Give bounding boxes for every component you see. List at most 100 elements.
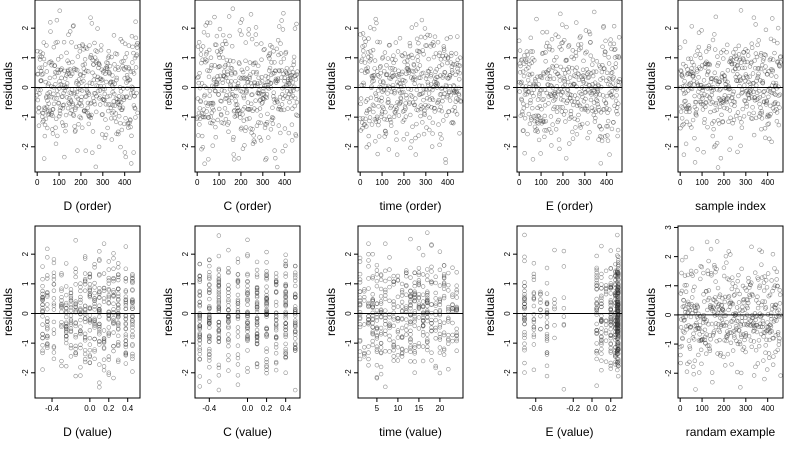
- data-point: [739, 91, 744, 96]
- data-point: [373, 119, 379, 124]
- data-point: [94, 109, 99, 115]
- data-point: [283, 324, 288, 329]
- data-point: [211, 118, 216, 124]
- data-point: [720, 295, 725, 301]
- data-point: [207, 333, 212, 338]
- data-point: [293, 304, 298, 309]
- data-point: [441, 271, 447, 277]
- data-point: [699, 361, 704, 367]
- data-point: [753, 317, 758, 323]
- data-point: [124, 80, 129, 85]
- data-point: [226, 120, 231, 125]
- data-point: [207, 365, 212, 370]
- data-point: [701, 150, 706, 155]
- data-point: [361, 80, 366, 86]
- data-point: [602, 52, 607, 57]
- data-point: [424, 95, 430, 101]
- data-point: [226, 98, 232, 103]
- data-point: [106, 296, 111, 301]
- data-point: [71, 113, 76, 118]
- data-point: [215, 81, 220, 87]
- data-point: [522, 360, 527, 366]
- data-point: [603, 289, 609, 295]
- data-point: [197, 384, 202, 389]
- data-point: [704, 72, 710, 77]
- data-point: [412, 343, 417, 348]
- data-point: [425, 344, 430, 349]
- data-point: [226, 62, 231, 67]
- data-point: [761, 89, 766, 95]
- data-point: [446, 317, 451, 322]
- data-point: [245, 329, 250, 334]
- y-tick-label: 1: [503, 281, 512, 286]
- data-point: [765, 271, 771, 276]
- data-point: [227, 92, 232, 97]
- data-point: [64, 326, 69, 331]
- data-point: [455, 34, 460, 39]
- data-point: [73, 274, 78, 280]
- data-point: [101, 97, 106, 102]
- data-point: [726, 84, 731, 89]
- data-point: [383, 109, 388, 115]
- data-point: [374, 325, 380, 330]
- data-point: [97, 272, 102, 277]
- data-point: [394, 137, 399, 142]
- data-point: [86, 121, 92, 127]
- data-point: [746, 111, 752, 117]
- data-point: [361, 53, 366, 58]
- data-point: [395, 304, 401, 309]
- data-point: [272, 60, 277, 65]
- data-point: [357, 255, 363, 261]
- data-point: [370, 292, 375, 297]
- data-point: [756, 338, 762, 343]
- data-point: [367, 106, 373, 112]
- data-point: [686, 82, 692, 87]
- data-point: [209, 120, 215, 126]
- data-point: [399, 287, 405, 293]
- data-point: [752, 328, 757, 333]
- data-point: [122, 150, 128, 155]
- data-point: [391, 348, 396, 353]
- data-point: [745, 297, 750, 303]
- data-point: [615, 232, 620, 238]
- data-point: [554, 54, 559, 60]
- data-point: [198, 99, 203, 104]
- data-point: [550, 65, 556, 70]
- data-point: [378, 277, 384, 283]
- y-tick-label: -2: [181, 143, 190, 151]
- data-point: [276, 68, 282, 73]
- data-point: [103, 102, 109, 107]
- data-point: [732, 103, 737, 109]
- data-point: [398, 96, 404, 101]
- data-point: [283, 288, 288, 294]
- data-point: [770, 16, 775, 21]
- data-point: [437, 325, 443, 330]
- y-tick-label: 1: [21, 281, 30, 286]
- data-point: [408, 336, 413, 342]
- data-point: [131, 150, 136, 155]
- x-tick-label: 300: [419, 178, 433, 187]
- data-point: [421, 131, 427, 137]
- y-tick-label: 0: [344, 85, 353, 90]
- data-point: [59, 358, 64, 364]
- data-point: [693, 308, 699, 313]
- data-point: [453, 51, 459, 56]
- data-point: [201, 30, 207, 35]
- data-point: [379, 111, 385, 117]
- data-point: [51, 277, 57, 282]
- data-point: [573, 53, 579, 59]
- data-point: [608, 333, 613, 339]
- data-point: [532, 58, 537, 63]
- data-point: [374, 262, 380, 268]
- data-point: [739, 125, 745, 130]
- data-point: [584, 67, 589, 72]
- data-point: [387, 42, 392, 48]
- data-point: [767, 86, 772, 91]
- data-point: [381, 106, 386, 111]
- data-point: [226, 303, 231, 308]
- data-point: [704, 351, 709, 356]
- data-point: [427, 127, 432, 133]
- data-point: [110, 103, 116, 108]
- data-point: [96, 144, 102, 150]
- plot-frame: [34, 0, 141, 173]
